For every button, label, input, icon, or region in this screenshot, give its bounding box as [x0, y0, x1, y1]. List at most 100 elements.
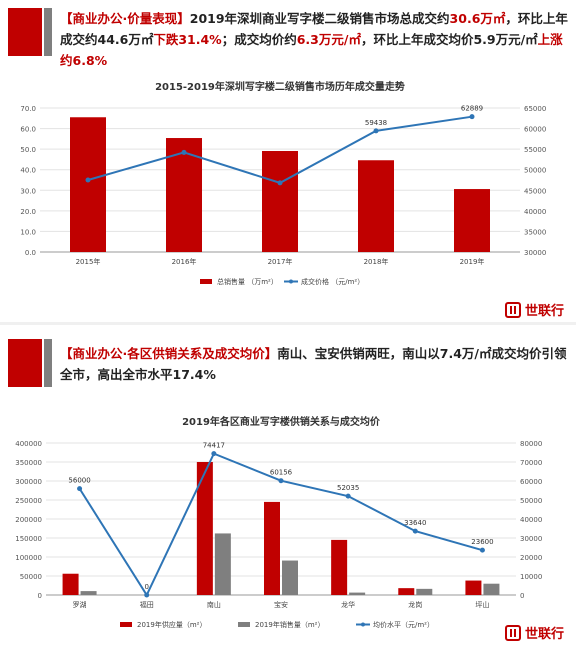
- y-tick-left: 0: [38, 592, 42, 600]
- y-tick-right: 20000: [520, 554, 542, 562]
- y-tick-right: 10000: [520, 573, 542, 581]
- y-tick-left: 20.0: [20, 208, 36, 216]
- y-tick-left: 40.0: [20, 167, 36, 175]
- logo-icon: [504, 624, 521, 641]
- legend-swatch: [289, 279, 293, 284]
- headline-tag: 【商业办公·价量表现】: [60, 11, 190, 26]
- line-point: [77, 486, 83, 492]
- y-tick-left: 50.0: [20, 146, 36, 154]
- bar: [349, 592, 366, 595]
- y-tick-right: 0: [520, 592, 524, 600]
- legend-label: 成交价格 （元/m²）: [301, 277, 364, 286]
- x-tick-label: 宝安: [274, 600, 288, 609]
- y-tick-right: 30000: [524, 249, 546, 257]
- y-tick-left: 10.0: [20, 228, 36, 236]
- bar: [262, 150, 298, 252]
- bar: [483, 583, 500, 595]
- x-tick-label: 2017年: [268, 257, 293, 266]
- bar: [282, 560, 298, 595]
- chart-title: 2019年各区商业写字楼供销关系与成交均价: [182, 415, 381, 428]
- y-tick-right: 65000: [524, 105, 546, 113]
- accent-bar-red: [8, 339, 42, 387]
- legend-label: 2019年销售量（m²）: [255, 620, 324, 629]
- headline-text: ；成交均价约: [221, 32, 297, 47]
- data-label: 62889: [461, 105, 483, 113]
- bar: [416, 588, 433, 595]
- headline-highlight: 上涨约6.8%: [60, 32, 563, 68]
- legend-swatch: [120, 622, 132, 627]
- data-label: 74417: [203, 442, 225, 450]
- legend-swatch: [238, 622, 250, 627]
- y-tick-left: 250000: [15, 497, 42, 505]
- headline-text: ，环比上年成交约44.6万㎡: [60, 11, 568, 47]
- y-tick-right: 50000: [520, 497, 542, 505]
- y-tick-right: 45000: [524, 187, 546, 195]
- data-label: 52035: [337, 484, 359, 492]
- bar: [264, 501, 280, 595]
- x-tick-label: 罗湖: [73, 600, 87, 609]
- y-tick-right: 40000: [524, 208, 546, 216]
- y-tick-right: 80000: [520, 440, 542, 448]
- y-tick-right: 30000: [520, 535, 542, 543]
- bar: [80, 591, 97, 595]
- legend-swatch: [361, 622, 365, 627]
- line-point: [144, 592, 150, 598]
- headline-text: 2019年深圳商业写字楼二级销售市场总成交约: [189, 11, 450, 26]
- legend-swatch: [200, 279, 212, 284]
- headline-tag: 【商业办公·各区供销关系及成交均价】: [60, 346, 278, 361]
- line-point: [469, 114, 475, 120]
- chart-sales-trend: 2015-2019年深圳写字楼二级销售市场历年成交量走势 0.0 10.0 20.0 3…: [20, 80, 546, 286]
- x-tick-label: 龙华: [341, 600, 355, 609]
- data-label: 60156: [270, 469, 293, 477]
- bar: [358, 160, 394, 252]
- headline-highlight: 6.3万元/㎡: [296, 32, 361, 47]
- x-tick-label: 福田: [140, 600, 154, 609]
- y-tick-left: 100000: [15, 554, 42, 562]
- data-label: 23600: [471, 538, 493, 546]
- legend-label: 总销售量 （万m²）: [217, 277, 278, 286]
- y-tick-left: 350000: [15, 459, 42, 467]
- x-tick-label: 龙岗: [408, 600, 422, 609]
- bar: [465, 580, 482, 595]
- line-point: [277, 180, 283, 186]
- line-point: [373, 128, 379, 134]
- logo-icon: [504, 301, 521, 318]
- legend-label: 2019年供应量（m²）: [137, 620, 206, 629]
- brand-logo: 世联行: [504, 300, 564, 319]
- y-tick-left: 300000: [15, 478, 42, 486]
- x-tick-label: 2019年: [460, 257, 485, 266]
- y-tick-right: 55000: [524, 146, 546, 154]
- bar: [214, 533, 231, 595]
- line-point: [278, 478, 284, 484]
- data-label: 59438: [365, 119, 387, 127]
- chart-title: 2015-2019年深圳写字楼二级销售市场历年成交量走势: [155, 80, 405, 93]
- x-tick-label: 坪山: [475, 600, 489, 609]
- line-point: [181, 149, 187, 155]
- bar: [196, 462, 213, 595]
- panel-sales-trend: 【商业办公·价量表现】2019年深圳商业写字楼二级销售市场总成交约30.6万㎡，…: [0, 0, 576, 325]
- accent-bar-gray: [44, 8, 52, 56]
- line-point: [412, 528, 418, 534]
- line-point: [85, 177, 91, 183]
- headline-1: 【商业办公·价量表现】2019年深圳商业写字楼二级销售市场总成交约30.6万㎡，…: [60, 8, 568, 71]
- y-tick-left: 400000: [15, 440, 42, 448]
- y-tick-left: 0.0: [25, 249, 36, 257]
- y-tick-left: 60.0: [20, 126, 36, 134]
- data-label: 0: [144, 583, 148, 591]
- y-tick-left: 30.0: [20, 187, 36, 195]
- chart-district-supply: 2019年各区商业写字楼供销关系与成交均价0500001000001500002…: [15, 415, 542, 629]
- data-label: 56000: [68, 477, 90, 485]
- headline-highlight: 30.6万㎡: [449, 11, 506, 26]
- bar: [398, 588, 415, 595]
- y-tick-left: 50000: [20, 573, 42, 581]
- bar: [454, 189, 490, 252]
- headline-text: 南山、宝安供销两旺，南山以7.4万/㎡成交均价引领全市，高出全市水平17.4%: [60, 346, 567, 382]
- line-point: [211, 451, 217, 457]
- y-tick-right: 70000: [520, 459, 542, 467]
- x-tick-label: 2015年: [76, 257, 101, 266]
- data-label: 33640: [404, 519, 426, 527]
- y-tick-right: 60000: [524, 126, 546, 134]
- line-point: [345, 493, 351, 499]
- bar: [62, 573, 79, 595]
- y-tick-left: 150000: [15, 535, 42, 543]
